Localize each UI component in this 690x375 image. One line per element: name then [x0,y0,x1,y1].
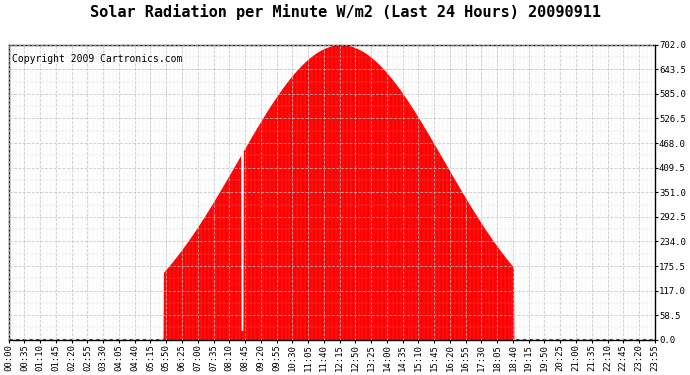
Text: Solar Radiation per Minute W/m2 (Last 24 Hours) 20090911: Solar Radiation per Minute W/m2 (Last 24… [90,4,600,20]
Text: Copyright 2009 Cartronics.com: Copyright 2009 Cartronics.com [12,54,182,63]
